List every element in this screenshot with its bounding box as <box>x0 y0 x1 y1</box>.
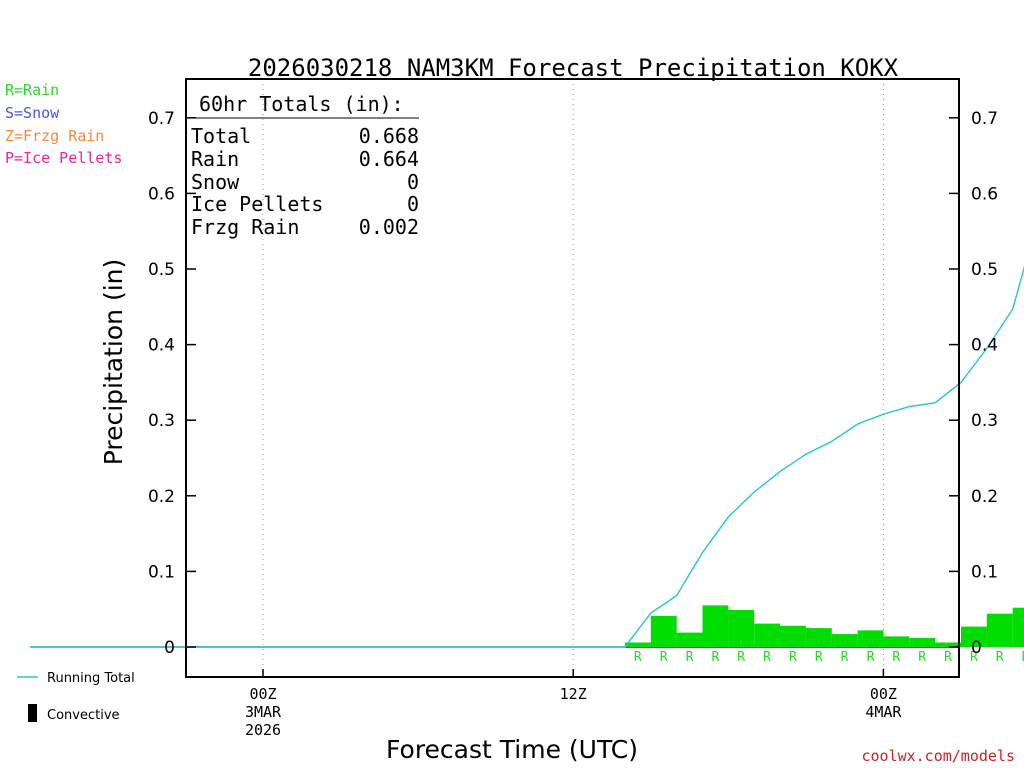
totals-row-value: 0.668 <box>359 124 419 148</box>
ptype-letter: R <box>634 650 642 665</box>
precip-bar <box>780 625 806 647</box>
totals-row-value: 0 <box>407 170 419 194</box>
y-tick-label: 0.3 <box>971 411 998 431</box>
totals-row-label: Rain <box>191 147 239 171</box>
chart-title: 2026030218 NAM3KM Forecast Precipitation… <box>248 54 899 82</box>
precip-bar <box>1012 607 1024 647</box>
y-tick-label: 0.7 <box>148 109 175 129</box>
legend-rain: R=Rain <box>5 81 59 99</box>
y-tick-label: 0.5 <box>148 260 175 280</box>
convective-legend-swatch <box>28 704 37 722</box>
ptype-letter: R <box>996 650 1004 665</box>
plot-frame <box>185 78 960 678</box>
ptype-letter: R <box>686 650 694 665</box>
y-tick-label: 0.2 <box>971 487 998 507</box>
precip-bar <box>986 613 1013 647</box>
y-tick-label: 0.5 <box>971 260 998 280</box>
precip-bar <box>650 616 677 647</box>
x-tick-label: 2026 <box>245 721 281 739</box>
ptype-letter: R <box>841 650 849 665</box>
y-tick-label: 0.6 <box>971 184 998 204</box>
precip-bar <box>857 630 884 647</box>
y-tick-label: 0.1 <box>148 562 175 582</box>
legend-frzg-rain: Z=Frzg Rain <box>5 127 104 145</box>
y-tick-label: 0.1 <box>971 562 998 582</box>
running-total-legend-label: Running Total <box>47 671 135 686</box>
running-total-line <box>30 265 1024 648</box>
precip-bar <box>935 642 961 647</box>
totals-row-value: 0.664 <box>359 147 419 171</box>
totals-header: 60hr Totals (in): <box>199 92 404 116</box>
x-tick-label: 00Z <box>249 685 276 703</box>
y-tick-label: 0.7 <box>971 109 998 129</box>
totals-row-label: Frzg Rain <box>191 215 299 239</box>
totals-row-value: 0 <box>407 192 419 216</box>
precip-bar <box>883 636 910 647</box>
y-tick-label: 0.3 <box>148 411 175 431</box>
totals-row-label: Total <box>191 124 251 148</box>
ptype-letter: R <box>711 650 719 665</box>
credit-text: coolwx.com/models <box>861 747 1015 765</box>
totals-row-label: Snow <box>191 170 240 194</box>
precip-bar <box>831 634 858 647</box>
x-tick-label: 12Z <box>560 685 587 703</box>
x-tick-label: 4MAR <box>865 703 902 721</box>
legend-snow: S=Snow <box>5 104 60 122</box>
y-tick-label: 0 <box>971 638 982 658</box>
ptype-letter: R <box>815 650 823 665</box>
ptype-letter: R <box>970 650 978 665</box>
precip-bar <box>754 623 781 647</box>
y-tick-label: 0.2 <box>148 487 175 507</box>
precip-bar <box>909 637 936 647</box>
y-tick-label: 0.6 <box>148 184 175 204</box>
totals-box: 60hr Totals (in): Total 0.668 Rain 0.664… <box>191 92 419 239</box>
x-tick-label: 3MAR <box>245 703 282 721</box>
legend-ice-pellets: P=Ice Pellets <box>5 149 122 167</box>
ptype-letter: R <box>660 650 668 665</box>
totals-row-label: Ice Pellets <box>191 192 323 216</box>
precip-bar <box>676 632 703 647</box>
ptype-letter: R <box>789 650 797 665</box>
ptype-letter: R <box>944 650 952 665</box>
plot-area: RRRRRRRRRRRRRRRRRRRRZZ000.10.10.20.20.30… <box>30 78 1024 739</box>
convective-legend-label: Convective <box>47 708 120 723</box>
precip-bar <box>624 642 651 647</box>
y-tick-label: 0.4 <box>971 336 998 356</box>
precip-bar <box>805 628 832 647</box>
totals-row-value: 0.002 <box>359 215 419 239</box>
ptype-letter: R <box>1022 650 1024 665</box>
y-tick-label: 0.4 <box>148 336 175 356</box>
ptype-letter: R <box>867 650 875 665</box>
x-axis-label: Forecast Time (UTC) <box>386 735 638 764</box>
precip-bar <box>702 605 729 647</box>
ptype-letter: R <box>763 650 771 665</box>
ptype-letter: R <box>892 650 900 665</box>
y-tick-label: 0 <box>164 638 175 658</box>
x-tick-label: 00Z <box>870 685 897 703</box>
precip-bar <box>728 610 755 647</box>
ptype-letter: R <box>737 650 745 665</box>
precip-bar <box>961 626 987 647</box>
ptype-letter: R <box>918 650 926 665</box>
y-axis-label: Precipitation (in) <box>99 259 128 466</box>
